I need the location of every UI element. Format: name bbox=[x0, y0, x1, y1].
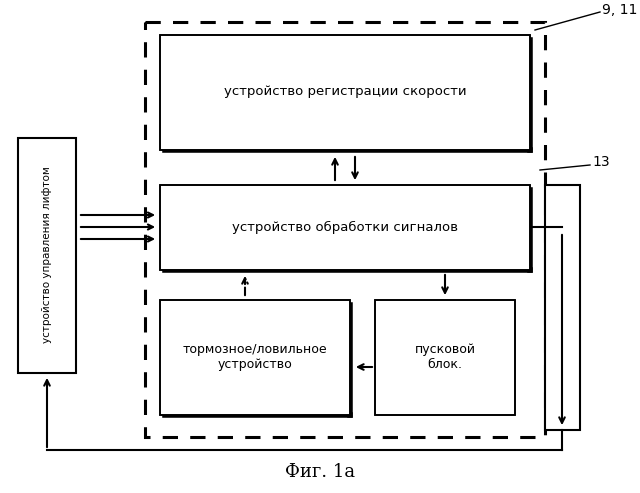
Bar bbox=[160, 185, 530, 270]
Text: 13: 13 bbox=[592, 155, 610, 169]
Bar bbox=[160, 300, 350, 415]
Text: тормозное/ловильное
устройство: тормозное/ловильное устройство bbox=[182, 343, 327, 371]
Bar bbox=[160, 300, 350, 415]
Text: 9, 11: 9, 11 bbox=[602, 3, 637, 17]
Bar bbox=[545, 185, 580, 430]
Bar bbox=[160, 185, 530, 270]
Text: Фиг. 1а: Фиг. 1а bbox=[285, 463, 355, 481]
Bar bbox=[160, 35, 530, 150]
Bar bbox=[375, 300, 515, 415]
Bar bbox=[375, 300, 515, 415]
Text: устройство управления лифтом: устройство управления лифтом bbox=[42, 167, 52, 344]
Bar bbox=[145, 22, 545, 437]
Text: устройство регистрации скорости: устройство регистрации скорости bbox=[224, 85, 467, 99]
Text: устройство обработки сигналов: устройство обработки сигналов bbox=[232, 220, 458, 234]
Text: пусковой
блок.: пусковой блок. bbox=[415, 343, 476, 371]
Bar bbox=[18, 138, 76, 373]
Bar bbox=[160, 35, 530, 150]
